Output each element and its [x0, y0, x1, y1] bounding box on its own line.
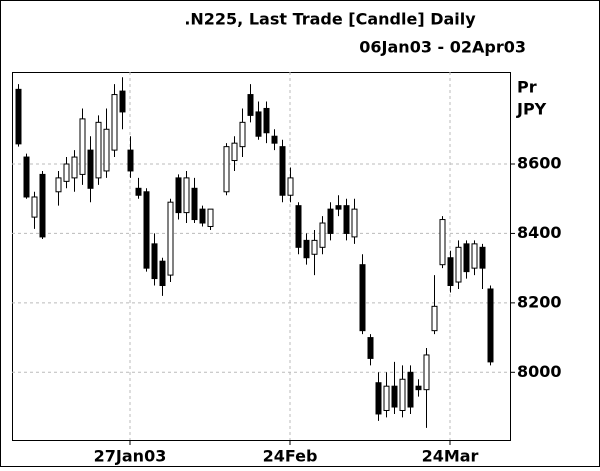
candle-body	[119, 90, 126, 113]
candle-body	[255, 111, 262, 137]
candle-body	[407, 371, 414, 408]
candle-body	[71, 156, 78, 179]
y-axis-label: Pr	[517, 78, 537, 97]
x-tick-label: 27Jan03	[94, 447, 167, 466]
candle-body	[423, 354, 430, 391]
candle-body	[375, 382, 382, 415]
candle-body	[399, 378, 406, 411]
candle-body	[23, 156, 30, 198]
candle-body	[479, 246, 486, 269]
candle-body	[159, 260, 166, 287]
candle-body	[111, 94, 118, 151]
y-axis-label: JPY	[516, 100, 547, 119]
x-tick-label: 24Mar	[422, 447, 479, 466]
candle-body	[63, 163, 70, 182]
candle-body	[263, 107, 270, 134]
x-tick-label: 24Feb	[263, 447, 318, 466]
candle-body	[199, 208, 206, 224]
candle-body	[319, 222, 326, 248]
candle-body	[415, 385, 422, 391]
y-tick-label: 8200	[517, 292, 562, 311]
candle-body	[87, 149, 94, 189]
candle-body	[455, 246, 462, 283]
candle-body	[231, 142, 238, 162]
candle-body	[447, 257, 454, 287]
candle-body	[95, 121, 102, 179]
candle-body	[287, 177, 294, 196]
candle-body	[207, 208, 214, 227]
candle-body	[15, 88, 22, 145]
candle-body	[127, 149, 134, 172]
candle-body	[367, 337, 374, 359]
candle-body	[335, 205, 342, 210]
candle-body	[79, 118, 86, 175]
candle-body	[167, 201, 174, 276]
y-tick-label: 8000	[517, 362, 562, 381]
candle-body	[55, 177, 62, 193]
candle-body	[295, 205, 302, 248]
candle-body	[247, 94, 254, 116]
candle-body	[463, 243, 470, 273]
chart-subtitle: 06Jan03 - 02Apr03	[359, 38, 526, 57]
candle-body	[391, 385, 398, 408]
candle-body	[471, 243, 478, 269]
plot-area	[12, 72, 511, 441]
candle-body	[351, 208, 358, 238]
y-tick-label: 8400	[517, 223, 562, 242]
candle-body	[135, 187, 142, 196]
candle-body	[303, 239, 310, 259]
candle-body	[487, 288, 494, 363]
candle-body	[239, 121, 246, 148]
candle-body	[311, 239, 318, 255]
candle-body	[343, 205, 350, 234]
candle-body	[359, 264, 366, 332]
candle-body	[151, 243, 158, 280]
candle-body	[143, 191, 150, 269]
chart-title: .N225, Last Trade [Candle] Daily	[184, 10, 476, 29]
y-tick-label: 8600	[517, 154, 562, 173]
candle-body	[183, 177, 190, 214]
candle-body	[223, 146, 230, 193]
candle-body	[439, 219, 446, 266]
candle-body	[431, 305, 438, 332]
candle-body	[175, 177, 182, 214]
candle-body	[383, 385, 390, 411]
candle-body	[31, 196, 38, 218]
candle-body	[103, 128, 110, 172]
candle-body	[271, 135, 278, 144]
candle-body	[279, 146, 286, 196]
candle-body	[327, 208, 334, 234]
candle-body	[191, 187, 198, 221]
candle-body	[39, 173, 46, 238]
